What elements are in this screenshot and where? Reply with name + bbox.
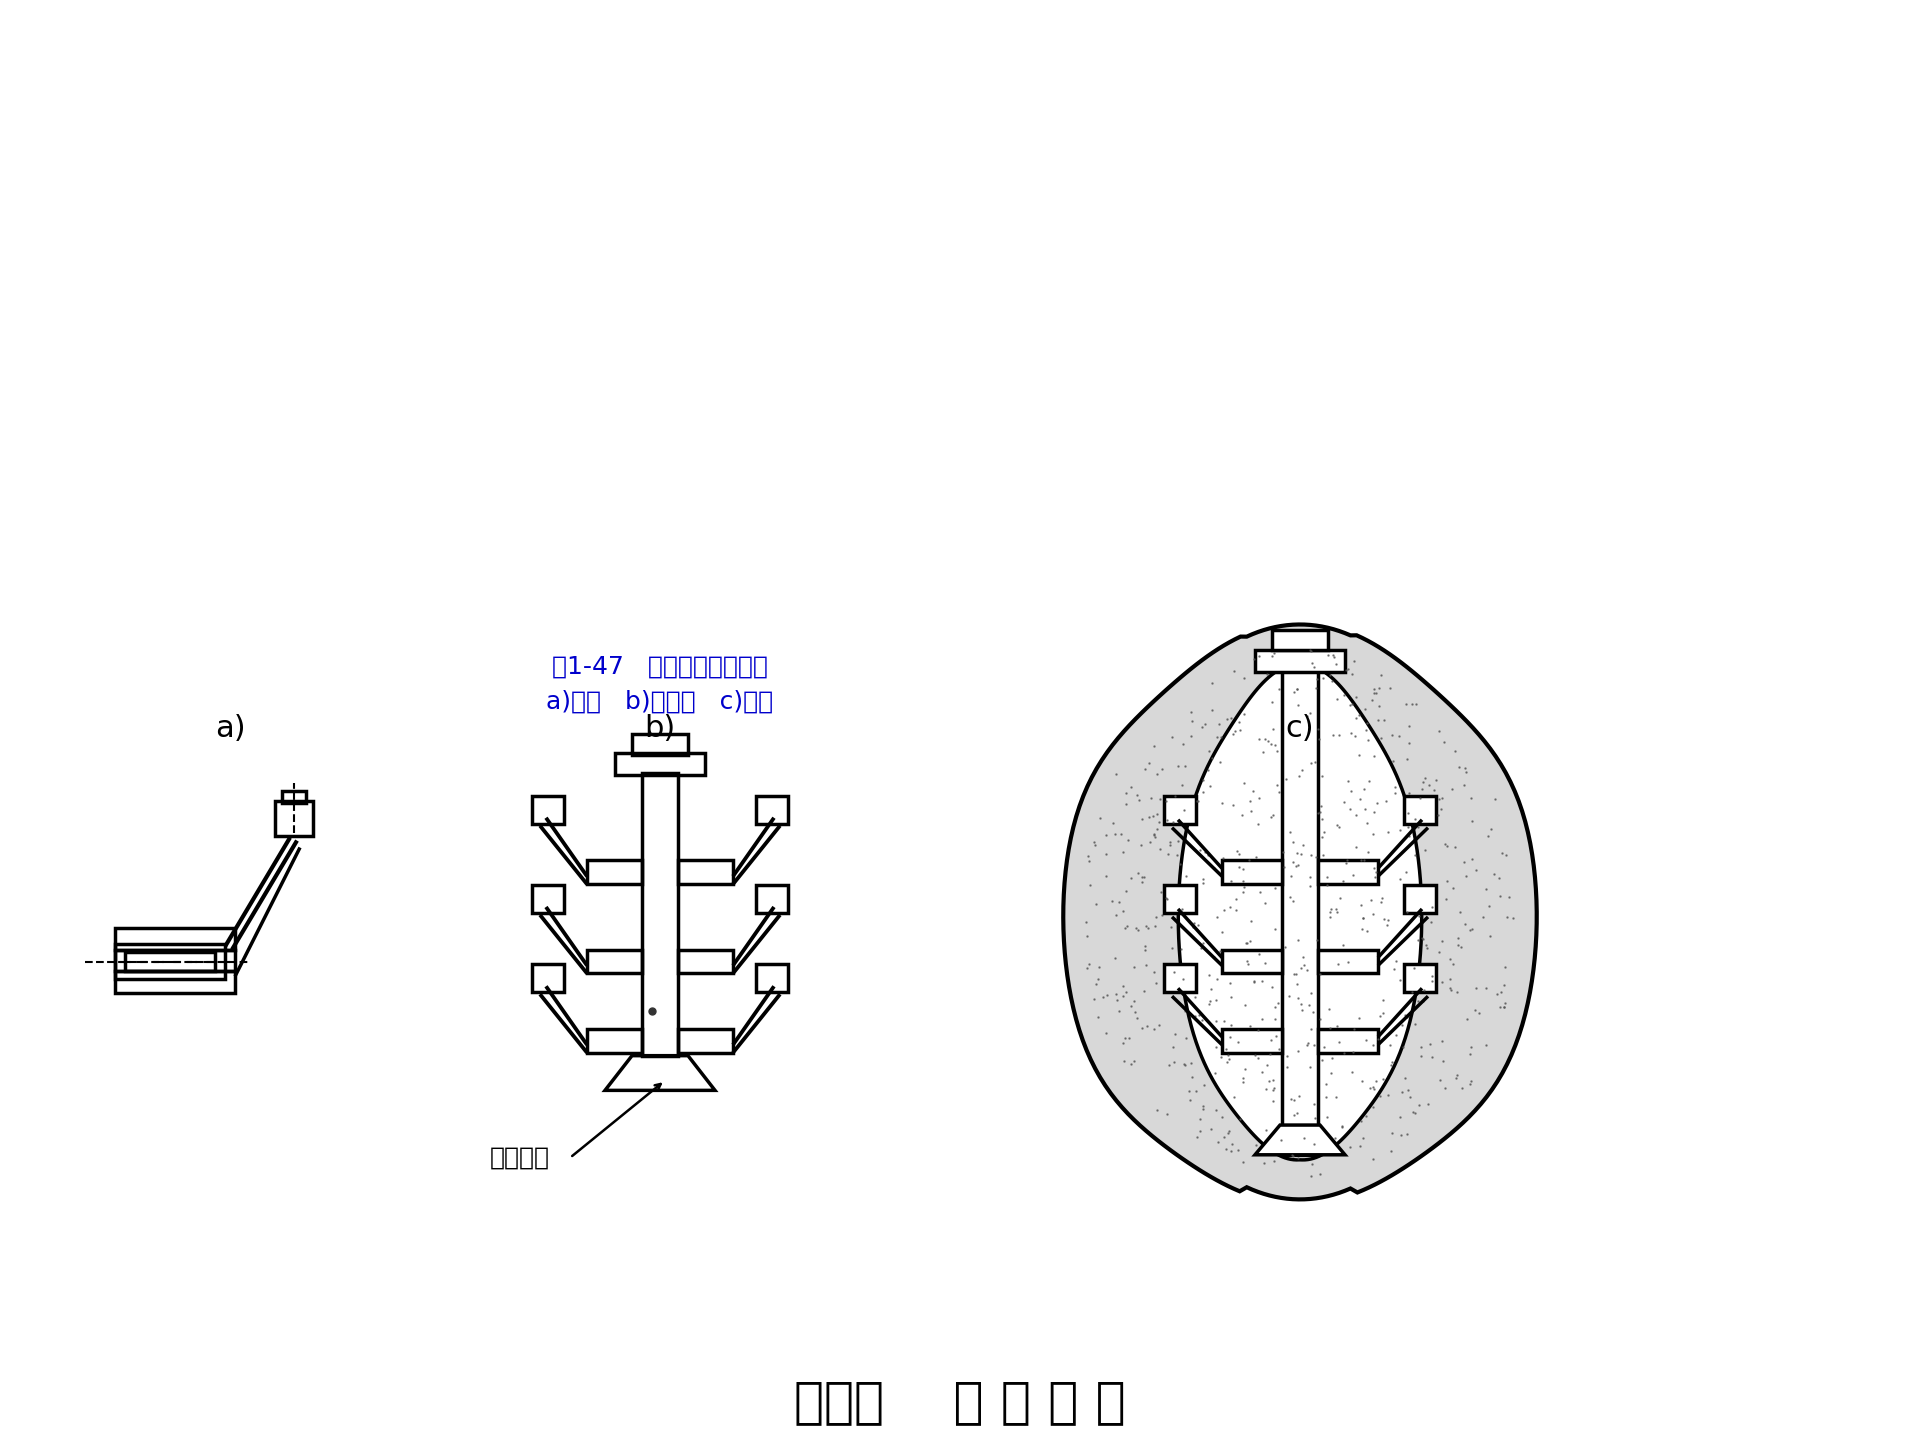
Bar	[756, 885, 787, 913]
Bar	[588, 1030, 641, 1053]
Bar	[115, 928, 234, 949]
Text: b): b)	[645, 714, 676, 742]
Bar	[532, 885, 564, 913]
Polygon shape	[1179, 663, 1421, 1160]
Bar	[1271, 630, 1329, 651]
Bar	[1221, 860, 1283, 885]
Text: a): a)	[215, 714, 246, 742]
Bar	[275, 801, 313, 836]
Bar	[1221, 1030, 1283, 1053]
Bar	[1164, 965, 1196, 992]
Bar	[115, 943, 225, 979]
Bar	[1164, 885, 1196, 913]
Bar	[588, 860, 641, 885]
Polygon shape	[1256, 1124, 1346, 1155]
Bar	[641, 773, 678, 1055]
Bar	[1256, 651, 1346, 672]
Bar	[678, 1030, 733, 1053]
Bar	[282, 791, 305, 803]
Bar	[1221, 949, 1283, 974]
Text: 浇注系统: 浇注系统	[490, 1146, 549, 1170]
Bar	[1404, 796, 1436, 824]
Bar	[532, 796, 564, 824]
Bar	[1404, 885, 1436, 913]
Bar	[588, 949, 641, 974]
Bar	[678, 949, 733, 974]
Bar	[125, 952, 215, 971]
Bar	[632, 734, 687, 755]
Bar	[614, 754, 705, 775]
Bar	[756, 965, 787, 992]
Bar	[1404, 965, 1436, 992]
Bar	[115, 971, 234, 994]
Bar	[1317, 1030, 1379, 1053]
Bar	[1317, 949, 1379, 974]
Bar	[1283, 669, 1317, 1155]
Bar	[678, 860, 733, 885]
Polygon shape	[1064, 625, 1536, 1199]
Bar	[532, 965, 564, 992]
Text: 第三节    特 种 铸 造: 第三节 特 种 铸 造	[795, 1377, 1125, 1426]
Text: 图1-47   熔模铸造工艺过程
a)蜡模   b)蜡模组   c)壳型: 图1-47 熔模铸造工艺过程 a)蜡模 b)蜡模组 c)壳型	[547, 655, 774, 714]
Bar	[756, 796, 787, 824]
Bar	[115, 949, 234, 971]
Bar	[1317, 860, 1379, 885]
Bar	[1164, 796, 1196, 824]
Text: c): c)	[1286, 714, 1315, 742]
